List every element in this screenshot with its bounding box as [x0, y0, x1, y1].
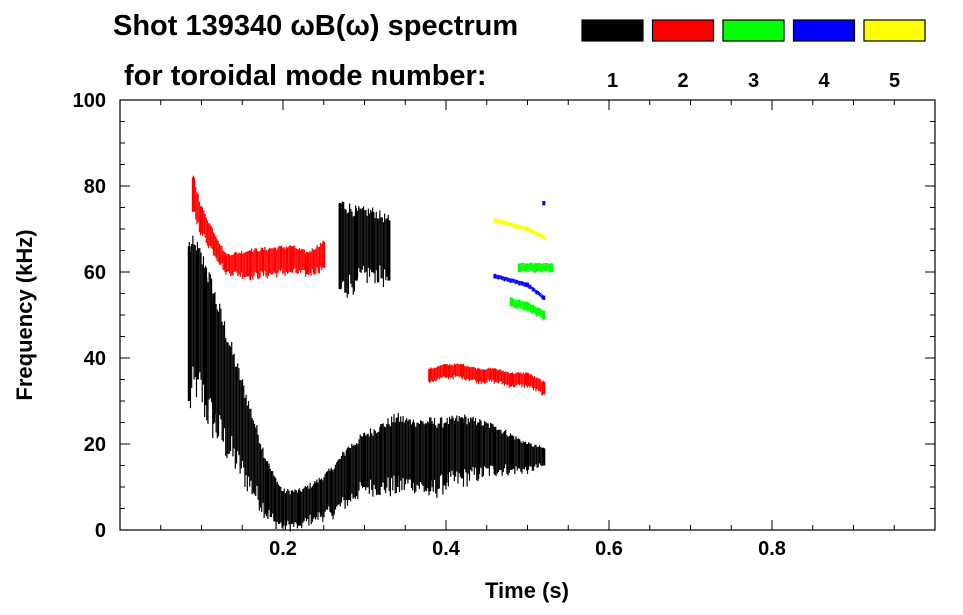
- x-tick-label: 0.4: [432, 538, 461, 560]
- mark-point: [477, 422, 481, 475]
- mark-point: [550, 263, 554, 272]
- mark-point: [428, 368, 432, 382]
- mark-point: [265, 461, 269, 513]
- x-tick-label: 0.8: [758, 538, 786, 560]
- mark-point: [444, 422, 448, 483]
- mark-point: [477, 368, 481, 382]
- legend-label-3: 3: [748, 70, 759, 92]
- mark-point: [212, 293, 216, 423]
- mark-point: [493, 426, 497, 470]
- mark-point: [542, 310, 546, 320]
- mark-point: [493, 218, 497, 223]
- mark-point: [509, 373, 513, 386]
- mark-point: [542, 448, 546, 466]
- legend-swatch-5: [863, 19, 926, 42]
- mark-point: [204, 267, 208, 406]
- y-tick-label: 0: [95, 520, 106, 542]
- series-n-4: [493, 201, 546, 300]
- mark-point: [187, 246, 191, 401]
- mark-point: [354, 211, 358, 281]
- mark-point: [248, 250, 252, 277]
- series-n-3: [509, 262, 554, 321]
- mark-point: [289, 246, 293, 272]
- mark-point: [371, 211, 375, 272]
- mark-point: [509, 435, 513, 470]
- mark-point: [305, 252, 309, 275]
- mark-point: [460, 418, 464, 479]
- mark-point: [428, 422, 432, 492]
- mark-point: [526, 444, 529, 470]
- y-tick-label: 80: [84, 176, 106, 198]
- legend-label-5: 5: [889, 70, 900, 92]
- y-axis-ticks: 0 20 40 60 80 100: [73, 90, 935, 542]
- mark-point: [542, 295, 546, 300]
- x-axis-label: Time (s): [485, 578, 569, 603]
- mark-point: [314, 482, 318, 518]
- mark-point: [191, 177, 195, 212]
- mark-point: [363, 435, 366, 487]
- legend-swatch-2: [651, 19, 715, 42]
- mark-point: [542, 201, 546, 206]
- legend-swatch-4: [792, 19, 856, 42]
- y-axis-label: Frequency (kHz): [12, 229, 37, 400]
- mark-point: [200, 207, 203, 234]
- mark-point: [534, 263, 538, 272]
- mark-point: [379, 426, 383, 487]
- series-n-1-burst: [338, 201, 391, 298]
- mark-point: [460, 364, 464, 378]
- mark-point: [395, 418, 399, 487]
- legend-label-2: 2: [677, 70, 688, 92]
- series-n-1: [187, 235, 546, 532]
- x-axis-ticks: 0.2 0.4 0.6 0.8: [160, 100, 895, 560]
- mark-point: [330, 469, 334, 513]
- mark-point: [517, 263, 521, 272]
- mark-point: [224, 254, 228, 272]
- mark-point: [542, 381, 546, 395]
- mark-point: [322, 241, 326, 268]
- mark-point: [281, 491, 285, 526]
- chart-title-line1: Shot 139340 ωB(ω) spectrum: [113, 10, 518, 42]
- mark-point: [509, 297, 513, 307]
- legend-swatch-1: [581, 19, 644, 42]
- mark-point: [526, 226, 529, 232]
- mark-point: [195, 250, 199, 380]
- mark-point: [542, 235, 546, 240]
- mark-point: [526, 302, 529, 311]
- legend-label-1: 1: [607, 70, 618, 92]
- mark-point: [338, 203, 342, 290]
- mark-point: [493, 274, 497, 279]
- mark-point: [526, 373, 529, 386]
- y-tick-label: 60: [84, 262, 106, 284]
- spectrogram-marks: [187, 175, 554, 532]
- mark-point: [387, 220, 391, 281]
- mark-point: [297, 491, 301, 526]
- chart-title-line2: for toroidal mode number:: [124, 60, 487, 92]
- mark-point: [493, 368, 497, 382]
- mark-point: [411, 422, 415, 483]
- mark-point: [526, 282, 529, 288]
- legend: 1 2 3 4 5: [581, 19, 926, 92]
- legend-label-4: 4: [818, 70, 830, 92]
- series-n-5: [493, 218, 546, 240]
- mark-point: [346, 448, 350, 500]
- legend-swatch-3: [722, 19, 785, 42]
- x-tick-label: 0.2: [269, 538, 297, 560]
- mark-point: [444, 364, 448, 378]
- mark-point: [273, 478, 277, 522]
- x-tick-label: 0.6: [595, 538, 623, 560]
- y-tick-label: 20: [84, 434, 106, 456]
- y-tick-label: 100: [73, 90, 106, 112]
- y-tick-label: 40: [84, 348, 106, 370]
- series-n-2: [191, 175, 546, 396]
